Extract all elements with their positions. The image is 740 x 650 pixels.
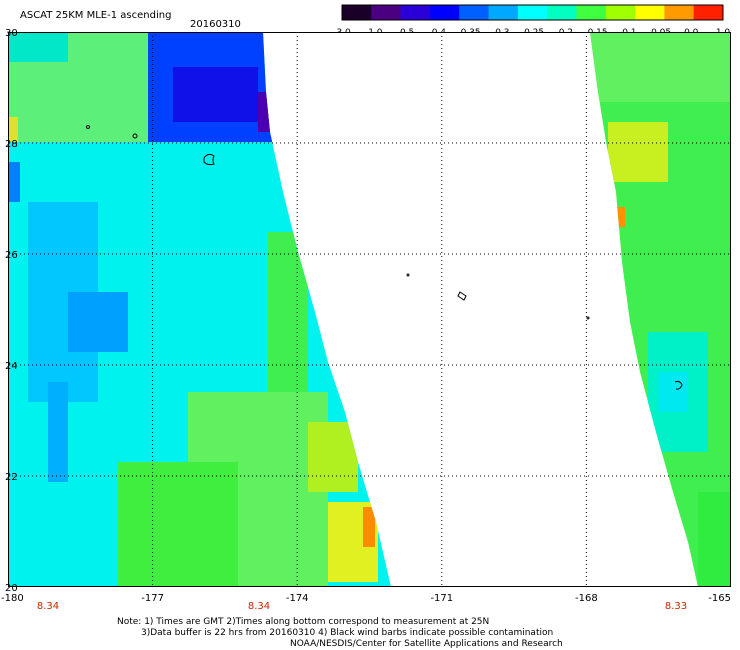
map-date: 20160310 bbox=[190, 19, 241, 30]
lon-tick-label: -168 bbox=[575, 593, 598, 604]
wind-map-plot bbox=[8, 32, 731, 587]
colorbar-swatch bbox=[371, 5, 402, 20]
colorbar-swatch bbox=[459, 5, 490, 20]
colorbar-swatch bbox=[400, 5, 431, 20]
colorbar-swatch bbox=[635, 5, 665, 20]
colorbar-swatch bbox=[605, 5, 636, 20]
note-line-3: NOAA/NESDIS/Center for Satellite Applica… bbox=[290, 639, 563, 649]
lon-tick-label: -174 bbox=[286, 593, 309, 604]
coastlines bbox=[86, 125, 683, 390]
colorbar-swatch bbox=[693, 5, 724, 20]
colorbar-swatch bbox=[664, 5, 695, 20]
note-line-2: 3)Data buffer is 22 hrs from 20160310 4)… bbox=[141, 628, 554, 638]
swath-time-label: 8.34 bbox=[37, 601, 59, 612]
swath-time-label: 8.33 bbox=[665, 601, 687, 612]
map-title: ASCAT 25KM MLE-1 ascending bbox=[20, 10, 172, 21]
lon-tick-label: -165 bbox=[708, 593, 731, 604]
colorbar-swatch bbox=[429, 5, 460, 20]
note-line-1: Note: 1) Times are GMT 2)Times along bot… bbox=[117, 617, 490, 627]
lon-tick-label: -180 bbox=[1, 593, 24, 604]
colorbar-swatch bbox=[517, 5, 548, 20]
colorbar-swatch bbox=[488, 5, 519, 20]
colorbar-swatch bbox=[342, 5, 372, 20]
lon-tick-label: -171 bbox=[430, 593, 453, 604]
lon-tick-label: -177 bbox=[141, 593, 164, 604]
gridlines bbox=[8, 32, 731, 587]
colorbar-swatch bbox=[576, 5, 607, 20]
colorbar-swatch bbox=[547, 5, 577, 20]
swath-time-label: 8.34 bbox=[248, 601, 270, 612]
